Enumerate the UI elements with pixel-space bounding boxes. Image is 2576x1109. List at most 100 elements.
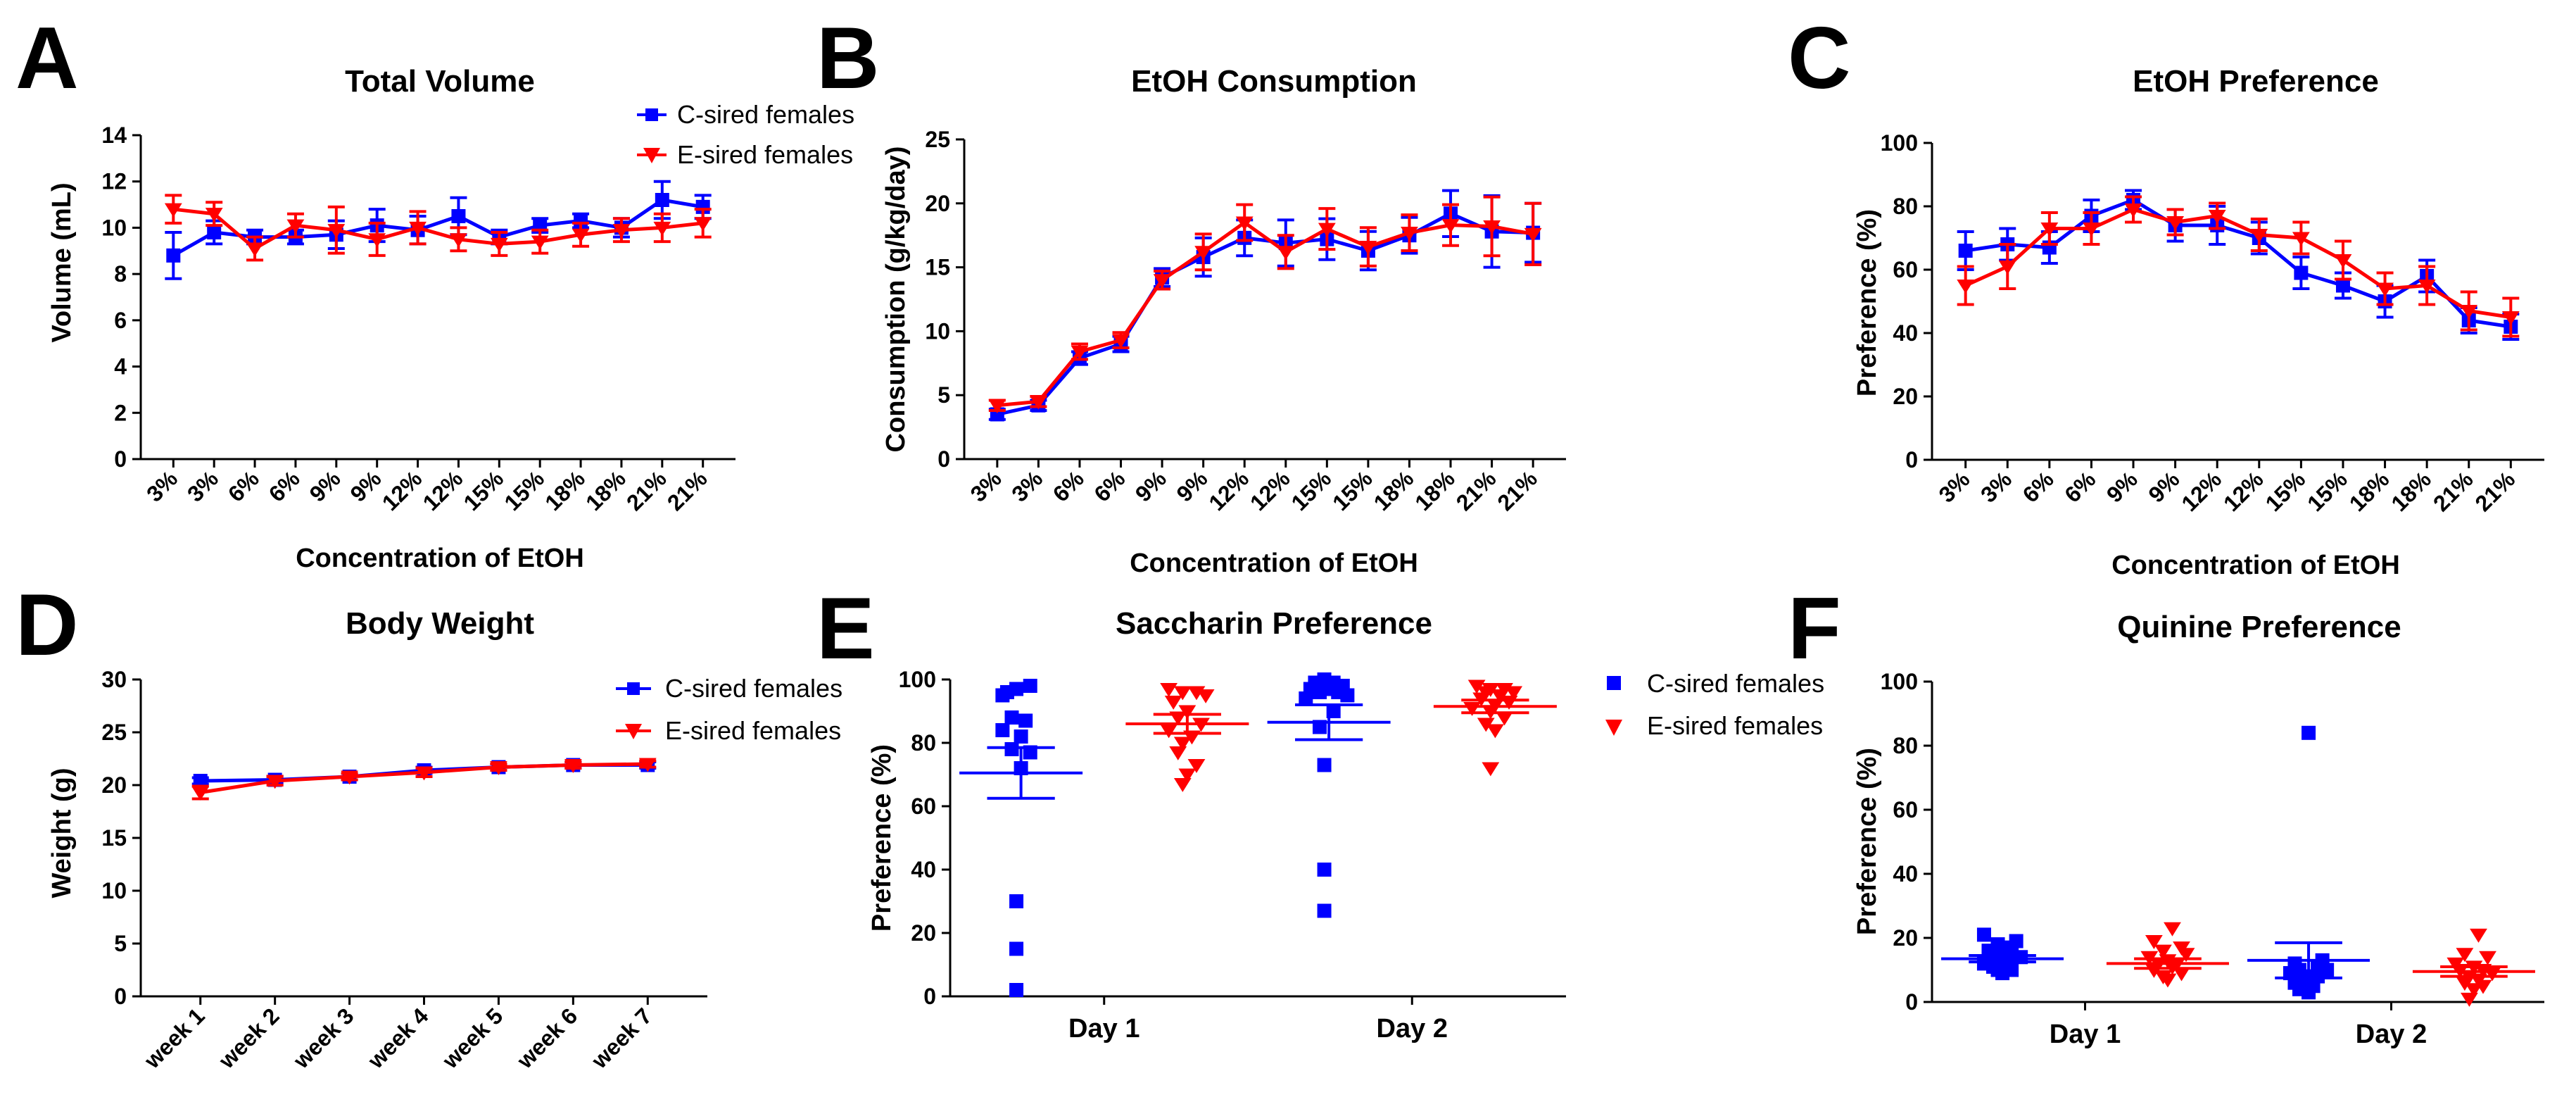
data-point-e-sired xyxy=(564,758,582,773)
legend-marker-c-d xyxy=(627,682,640,695)
y-tick-label: 20 xyxy=(1893,384,1918,409)
x-tick-label: 9% xyxy=(2102,466,2142,507)
data-point-e-sired xyxy=(653,221,671,236)
panel-title-c: EtOH Preference xyxy=(2133,64,2379,99)
panel-title-a: Total Volume xyxy=(345,64,535,99)
dot-e-sired xyxy=(1173,777,1192,792)
legend-marker-c-a xyxy=(645,108,658,121)
y-tick-label: 20 xyxy=(1893,925,1918,951)
y-tick-label: 25 xyxy=(101,720,127,745)
data-point-e-sired xyxy=(1194,246,1213,261)
y-tick-label: 8 xyxy=(114,261,127,287)
dot-e-sired xyxy=(1178,705,1197,720)
x-tick-label: week 4 xyxy=(362,1003,434,1074)
data-point-e-sired xyxy=(612,224,631,239)
x-tick-label: 21% xyxy=(2470,466,2520,516)
y-tick-label: 0 xyxy=(114,984,127,1009)
panel-label-e: E xyxy=(816,580,875,677)
x-tick-label: 15% xyxy=(1327,465,1377,515)
data-point-e-sired xyxy=(2418,279,2436,294)
x-tick-label: Day 1 xyxy=(2050,1020,2121,1049)
panel-c: C EtOH Preference Preference (%) Concent… xyxy=(1788,10,2544,580)
dot-c-sired xyxy=(1317,758,1332,772)
dot-e-sired xyxy=(1178,768,1197,783)
y-tick-label: 15 xyxy=(925,255,950,280)
dot-e-sired xyxy=(1467,679,1486,694)
panel-a: A Total Volume Volume (mL) Concentration… xyxy=(15,10,854,573)
y-tick-label: 0 xyxy=(1905,989,1918,1015)
y-tick-label: 40 xyxy=(1893,861,1918,886)
dot-c-sired xyxy=(1009,682,1024,696)
x-tick-label: 3% xyxy=(141,465,182,506)
x-tick-label: Day 1 xyxy=(1068,1014,1139,1044)
data-point-e-sired xyxy=(1318,223,1336,237)
data-point-e-sired xyxy=(450,233,467,248)
data-point-c-sired xyxy=(1958,244,1973,258)
x-tick-label: 15% xyxy=(2261,466,2311,516)
panel-f: F Quinine Preference Preference (%) 0 20 4… xyxy=(1788,580,2544,1049)
dot-e-sired xyxy=(2465,983,2483,998)
y-tick-label: 20 xyxy=(911,920,936,946)
y-tick-label: 20 xyxy=(101,772,127,798)
x-tick-label: 12% xyxy=(377,465,427,515)
x-tick-label: week 6 xyxy=(512,1003,582,1073)
dot-c-sired xyxy=(1023,679,1037,693)
legend-label-e-a: E-sired females xyxy=(677,140,853,169)
x-tick-label: 21% xyxy=(1492,465,1542,515)
x-tick-label: 6% xyxy=(1089,465,1130,506)
dot-e-sired xyxy=(2177,948,2195,963)
data-point-e-sired xyxy=(988,399,1006,414)
y-tick-label: 60 xyxy=(1893,257,1918,282)
panel-d: D Body Weight Weight (g) 0 5 10 15 20 25 30 wee… xyxy=(15,577,842,1074)
y-tick-label: 10 xyxy=(101,215,127,240)
chart-e: 0 20 40 60 80 100 Day 1 Day 2 xyxy=(899,667,1566,1044)
legend-marker-e-e xyxy=(1605,720,1622,736)
dot-e-sired xyxy=(2461,992,2478,1007)
dot-c-sired xyxy=(1976,927,1991,942)
legend-a: C-sired females E-sired females xyxy=(637,100,854,169)
x-tick-label: 3% xyxy=(182,465,223,506)
data-point-e-sired xyxy=(1401,227,1418,241)
x-tick-label: 15% xyxy=(2302,466,2352,516)
data-point-e-sired xyxy=(2501,311,2520,325)
x-tick-label: 9% xyxy=(1130,465,1171,506)
data-point-c-sired xyxy=(655,193,669,207)
data-point-c-sired xyxy=(451,209,466,223)
y-tick-label: 4 xyxy=(114,354,127,380)
dot-e-sired xyxy=(2479,951,2496,965)
y-tick-label: 40 xyxy=(911,857,936,882)
data-point-c-sired xyxy=(2335,278,2350,293)
dot-c-sired xyxy=(1004,742,1019,756)
data-point-e-sired xyxy=(1524,227,1542,242)
ylabel-f: Preference (%) xyxy=(1852,748,1882,935)
x-tick-label: 12% xyxy=(2218,466,2268,516)
dot-e-sired xyxy=(2456,977,2474,991)
x-tick-label: 18% xyxy=(1369,465,1419,515)
panel-b: B EtOH Consumption Consumption (g/kg/day… xyxy=(816,10,1566,578)
data-point-c-sired xyxy=(166,248,181,263)
x-tick-label: week 2 xyxy=(213,1003,284,1073)
dot-e-sired xyxy=(2145,935,2163,949)
x-tick-label: Day 2 xyxy=(1377,1014,1448,1044)
dot-e-sired xyxy=(1173,737,1192,751)
x-tick-label: 12% xyxy=(418,465,468,515)
dot-c-sired xyxy=(1299,691,1313,706)
x-tick-label: 18% xyxy=(540,465,590,515)
dot-c-sired xyxy=(995,723,1010,737)
y-tick-label: 60 xyxy=(911,794,936,819)
legend-label-c-d: C-sired females xyxy=(665,674,842,703)
legend-label-e-d: E-sired females xyxy=(665,716,841,745)
x-tick-label: 15% xyxy=(499,465,549,515)
x-tick-label: 6% xyxy=(2059,466,2100,507)
legend-label-c-e: C-sired females xyxy=(1647,669,1824,698)
legend-marker-e-d xyxy=(625,724,642,739)
data-point-e-sired xyxy=(490,760,507,775)
dot-e-sired xyxy=(1482,762,1500,777)
data-point-e-sired xyxy=(409,221,427,236)
legend-marker-e-a xyxy=(643,148,660,163)
dot-e-sired xyxy=(2159,973,2177,988)
dot-e-sired xyxy=(1477,718,1495,732)
